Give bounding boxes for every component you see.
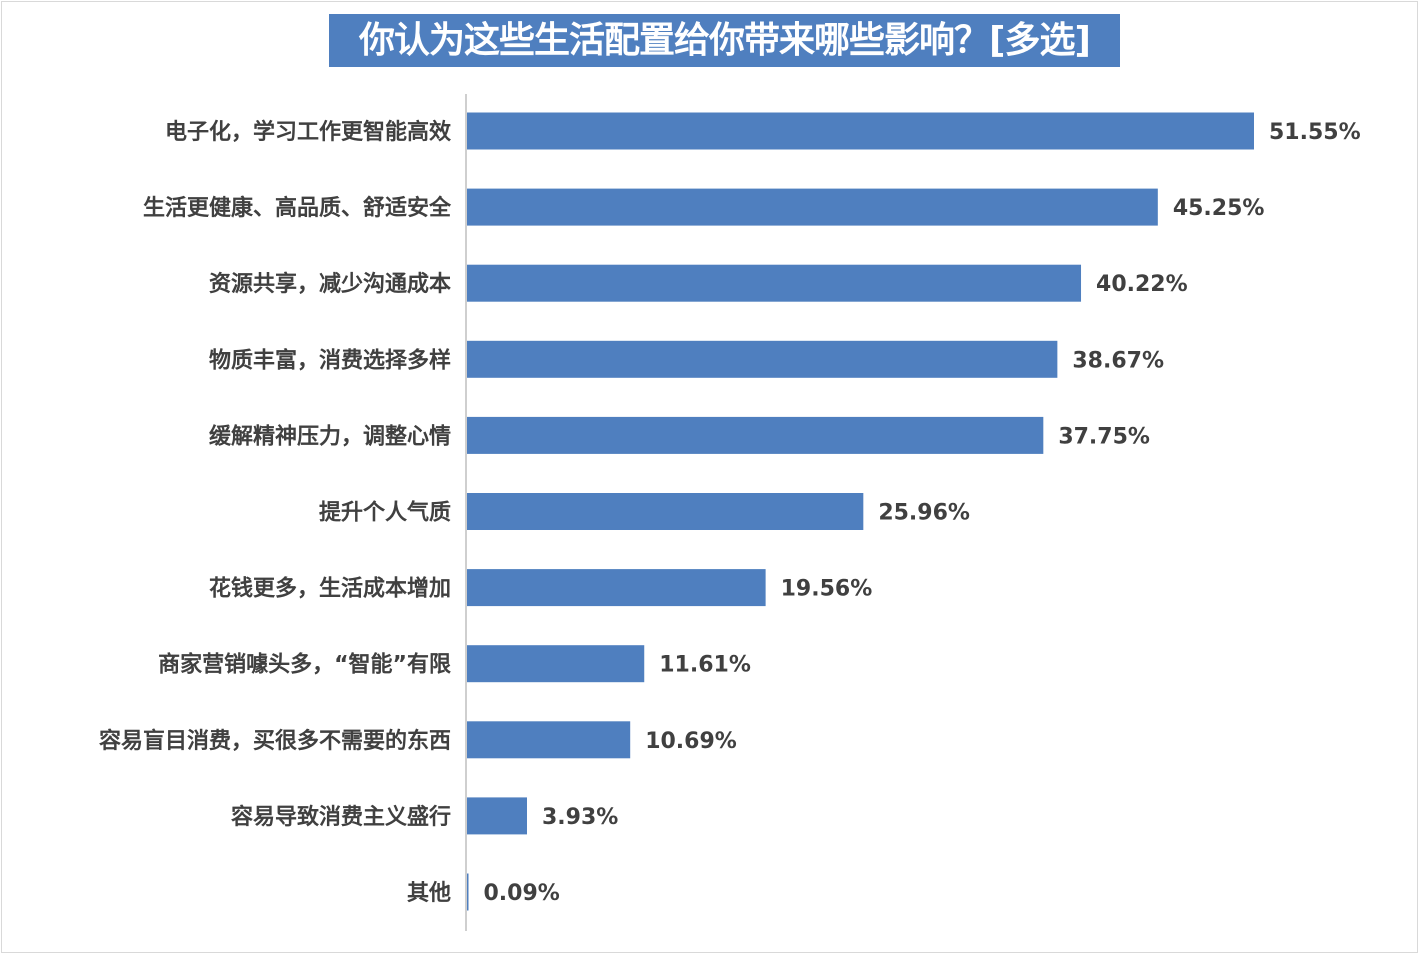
category-label: 提升个人气质 (319, 500, 451, 526)
chart-title: 你认为这些生活配置给你带来哪些影响？[多选] (329, 14, 1120, 67)
category-label: 容易导致消费主义盛行 (231, 804, 451, 830)
category-label: 电子化，学习工作更智能高效 (165, 119, 451, 145)
value-label: 40.22% (1096, 272, 1188, 297)
category-label: 资源共享，减少沟通成本 (209, 271, 451, 297)
bar (467, 340, 1058, 378)
bar (467, 873, 469, 911)
bar (467, 569, 766, 607)
value-label: 19.56% (781, 577, 873, 602)
bar (467, 264, 1082, 302)
category-label: 缓解精神压力，调整心情 (209, 423, 451, 449)
category-label: 生活更健康、高品质、舒适安全 (143, 195, 452, 221)
value-label: 3.93% (542, 805, 618, 830)
bar (467, 721, 631, 759)
value-label: 11.61% (659, 653, 751, 678)
category-label: 物质丰富，消费选择多样 (209, 347, 451, 373)
category-label: 花钱更多，生活成本增加 (209, 576, 451, 602)
bar (467, 493, 864, 530)
value-label: 25.96% (878, 501, 970, 526)
value-label: 10.69% (645, 729, 737, 754)
value-label: 38.67% (1072, 348, 1164, 373)
value-label: 45.25% (1173, 196, 1265, 221)
value-label: 37.75% (1058, 424, 1150, 449)
category-label: 其他 (407, 881, 451, 906)
value-label: 51.55% (1269, 120, 1361, 145)
value-label: 0.09% (484, 881, 560, 906)
bar (467, 112, 1254, 150)
bar (467, 188, 1158, 226)
bar (467, 797, 527, 835)
category-label: 容易盲目消费，买很多不需要的东西 (99, 728, 451, 754)
bar (467, 645, 645, 683)
category-label: 商家营销噱头多，“智能”有限 (158, 652, 451, 678)
bar (467, 416, 1044, 454)
